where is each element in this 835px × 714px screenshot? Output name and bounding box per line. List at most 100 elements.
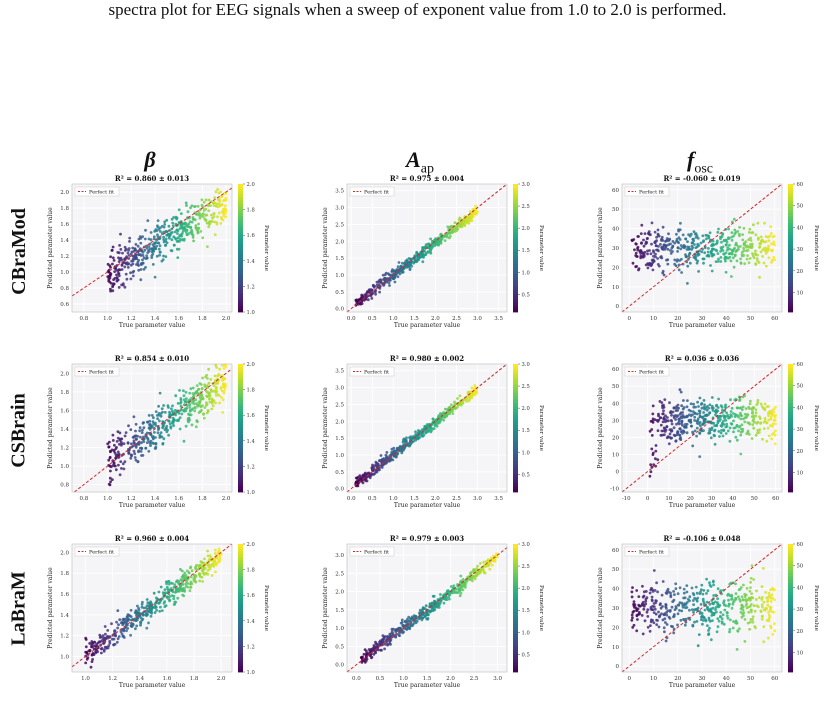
scatter-point (446, 225, 450, 229)
scatter-point (656, 233, 660, 237)
scatter-point (448, 597, 451, 601)
scatter-point (165, 595, 169, 599)
scatter-point (120, 263, 124, 267)
scatter-point (362, 652, 366, 656)
scatter-point (208, 395, 211, 398)
scatter-point (745, 602, 749, 606)
scatter-point (771, 242, 775, 246)
scatter-point (381, 273, 385, 277)
scatter-point (158, 601, 161, 605)
panel-title: R² = 0.854 ± 0.010 (115, 354, 189, 363)
colorbar-segment (238, 412, 243, 416)
scatter-point (182, 409, 186, 413)
scatter-point (741, 598, 745, 602)
scatter-point (431, 606, 434, 609)
scatter-point (206, 377, 209, 380)
scatter-point (136, 460, 140, 464)
scatter-point (698, 432, 702, 435)
scatter-point (414, 430, 417, 434)
colorbar-segment (513, 283, 518, 287)
colorbar-segment (238, 444, 243, 448)
scatter-point (679, 247, 683, 251)
scatter-point (203, 406, 207, 409)
scatter-point (756, 399, 760, 402)
scatter-point (739, 257, 742, 261)
scatter-point (711, 580, 715, 584)
colorbar-segment (788, 453, 793, 458)
scatter-point (220, 210, 224, 214)
scatter-point (112, 461, 116, 465)
scatter-point (717, 397, 720, 401)
scatter-point (356, 478, 360, 482)
scatter-point (207, 225, 211, 229)
scatter-point (219, 222, 223, 225)
colorbar-segment (238, 405, 243, 410)
scatter-point (185, 204, 188, 207)
colorbar-segment (513, 212, 518, 217)
scatter-point (171, 224, 175, 228)
scatter-point (196, 204, 200, 208)
panel-title: R² = -0.060 ± 0.019 (663, 174, 740, 183)
scatter-point (174, 215, 178, 219)
scatter-point (141, 600, 144, 604)
scatter-point (734, 592, 738, 595)
scatter-point (431, 417, 435, 421)
y-tick-label: 0.5 (335, 644, 344, 650)
scatter-point (110, 637, 114, 641)
scatter-point (683, 425, 686, 429)
scatter-point (214, 382, 218, 385)
scatter-point (154, 436, 157, 439)
scatter-point (716, 252, 720, 255)
colorbar-segment (513, 434, 518, 438)
scatter-point (224, 208, 228, 211)
scatter-point (149, 614, 153, 618)
colorbar-segment (238, 383, 243, 387)
scatter-point (632, 600, 636, 603)
scatter-point (763, 416, 767, 420)
scatter-point (149, 238, 153, 242)
colorbar-segment (238, 302, 243, 306)
y-tick-label: 0.5 (335, 290, 344, 296)
scatter-point (752, 414, 756, 418)
scatter-point (208, 400, 212, 404)
scatter-point (771, 424, 774, 428)
scatter-point (135, 257, 138, 261)
scatter-point (178, 427, 182, 431)
figure-caption: spectra plot for EEG signals when a swee… (108, 0, 727, 19)
scatter-point (709, 638, 713, 642)
y-axis-label: Predicted parameter value (597, 207, 604, 289)
scatter-point (116, 278, 120, 282)
scatter-point (421, 613, 425, 617)
scatter-point (451, 228, 455, 232)
scatter-point (181, 227, 184, 230)
scatter-point (136, 263, 140, 267)
scatter-point (144, 610, 148, 614)
scatter-point (122, 442, 126, 445)
colorbar-segment (513, 652, 518, 657)
scatter-point (675, 232, 678, 236)
scatter-point (677, 422, 681, 426)
scatter-point (199, 563, 202, 567)
colorbar-segment (513, 206, 518, 210)
scatter-point (475, 391, 479, 395)
scatter-point (384, 456, 388, 460)
colorbar-segment (788, 440, 793, 445)
scatter-point (455, 591, 459, 594)
scatter-point (116, 436, 120, 440)
colorbar-segment (788, 364, 793, 368)
colorbar-segment (238, 608, 243, 612)
scatter-point (662, 417, 666, 421)
scatter-points (648, 388, 777, 478)
scatter-point (684, 617, 688, 621)
scatter-point (145, 254, 149, 257)
scatter-point (200, 387, 204, 390)
scatter-point (121, 623, 125, 627)
scatter-point (132, 255, 136, 258)
scatter-point (151, 252, 155, 256)
scatter-point (648, 429, 652, 433)
scatter-point (172, 216, 176, 219)
colorbar-segment (238, 190, 243, 194)
scatter-point (465, 399, 468, 403)
colorbar-segment (788, 238, 793, 242)
